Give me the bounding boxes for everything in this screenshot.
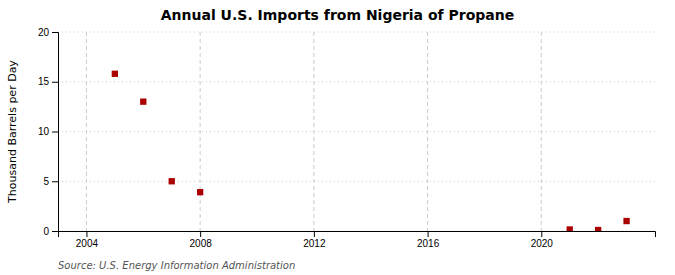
x-grid-line [200, 32, 201, 231]
x-tick: 2020 [531, 231, 554, 249]
y-tick: 5 [43, 176, 58, 187]
y-tick-mark [52, 181, 58, 182]
y-tick-mark [52, 82, 58, 83]
plot: 2004 2008 2012 2016 2020 0 5 10 15 20 [38, 27, 656, 249]
x-axis-line [59, 232, 656, 238]
x-grid-line [541, 32, 542, 231]
x-tick-label: 2016 [417, 238, 440, 249]
y-axis: 0 5 10 15 20 [38, 27, 59, 237]
point [112, 71, 118, 77]
y-tick: 15 [38, 76, 58, 87]
x-tick-label: 2008 [190, 238, 213, 249]
title: Annual U.S. Imports from Nigeria of Prop… [161, 7, 515, 23]
points [112, 71, 630, 231]
y-tick-mark [52, 231, 58, 232]
x-grid-line [86, 32, 87, 231]
y-tick-label: 20 [38, 27, 50, 38]
y-axis-line [52, 33, 59, 232]
x-tick: 2012 [303, 231, 326, 249]
y-tick: 10 [38, 126, 58, 137]
x-grid-line [427, 32, 428, 231]
x-tick-label: 2020 [531, 238, 554, 249]
x-tick: 2016 [417, 231, 440, 249]
y-grid-line [58, 131, 655, 132]
y-tick-mark [52, 32, 58, 33]
chart: 2004 2008 2012 2016 2020 0 5 10 15 20 Annual U.S. … [0, 0, 675, 275]
y-grid-line [58, 181, 655, 182]
point [623, 218, 629, 224]
x-tick-mark [86, 231, 87, 237]
y-tick: 0 [43, 226, 58, 237]
y-tick-label: 15 [38, 76, 50, 87]
y-tick-label: 0 [43, 226, 49, 237]
y-tick-label: 10 [38, 126, 50, 137]
grid [58, 32, 655, 231]
x-tick-label: 2004 [76, 238, 99, 249]
x-tick-mark [541, 231, 542, 237]
x-tick: 2008 [190, 231, 213, 249]
point [140, 98, 146, 104]
x-tick: 2004 [76, 231, 99, 249]
y-grid-line [58, 81, 655, 82]
x-tick-mark [200, 231, 201, 237]
x-grid-line [313, 32, 314, 231]
x-axis: 2004 2008 2012 2016 2020 [59, 231, 656, 249]
y-axis-title: Thousand Barrels per Day [6, 60, 19, 204]
point [567, 226, 573, 231]
y-tick-mark [52, 132, 58, 133]
point [197, 189, 203, 195]
y-tick: 20 [38, 27, 58, 38]
source: Source: U.S. Energy Information Administ… [58, 260, 295, 271]
point [595, 227, 601, 231]
x-tick-mark [314, 231, 315, 237]
x-tick-label: 2012 [303, 238, 326, 249]
x-tick-mark [428, 231, 429, 237]
y-grid-line [58, 32, 655, 33]
point [169, 178, 175, 184]
y-tick-label: 5 [43, 176, 49, 187]
